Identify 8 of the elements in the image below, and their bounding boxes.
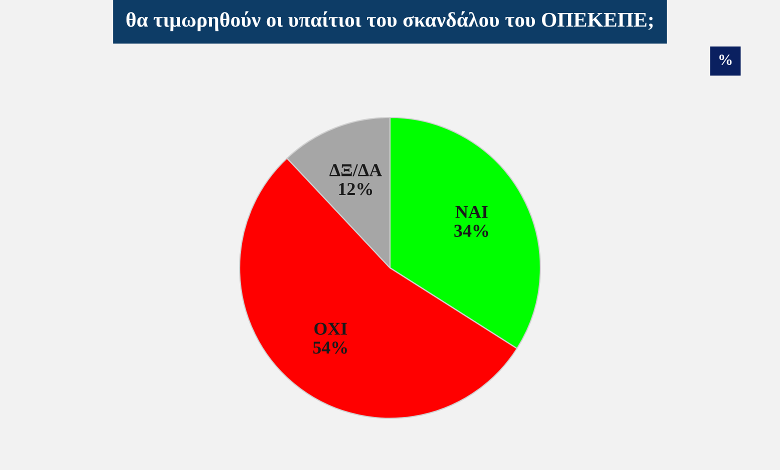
data-label: 12%	[339, 182, 372, 196]
slice-label: ΟΧΙ	[314, 322, 348, 335]
data-label: 54%	[313, 342, 347, 354]
data-label: 34%	[454, 224, 488, 237]
text: %	[719, 54, 732, 65]
slice-label: ΝΑΙ	[456, 206, 488, 218]
chart-title: θα τιμωρηθούν οι υπαίτιοι του σκανδάλου του ΟΠΕΚΕΠΕ;	[126, 11, 653, 32]
slice-label: ΔΞ/ΔΑ	[329, 164, 382, 176]
